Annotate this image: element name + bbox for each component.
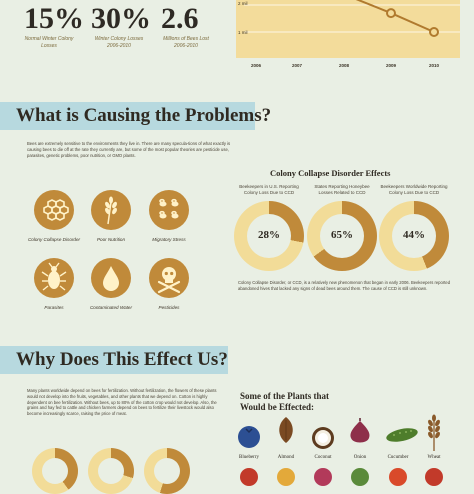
effect-label: Beekeepers Worldwide Reporting Colony Lo… [380, 184, 448, 195]
chart-xtick-label: 2008 [339, 63, 350, 68]
partial-fruit-icon [389, 468, 407, 486]
causes-paragraph: Bees are extremely sensitive to the envi… [27, 141, 231, 158]
section-title: Why Does This Effect Us? [16, 349, 228, 370]
ccd-note: Colony Collapse Disorder, or CCD, is a r… [238, 280, 451, 291]
donut-hole [154, 458, 180, 484]
partial-fruit-icon [277, 468, 295, 486]
cause-label: Poor Nutrition [96, 237, 126, 242]
effect-value: 28% [258, 229, 280, 241]
chart-xtick-label: 2009 [386, 63, 397, 68]
chart-xtick-label: 2006 [251, 63, 262, 68]
plant-label: Almond [277, 455, 295, 460]
chart-xtick-label: 2010 [429, 63, 440, 68]
chart-ytick-label: 2 mil [238, 1, 248, 6]
cause-label: Migratory Stress [152, 237, 186, 242]
section-banner: What is Causing the Problems? [0, 102, 272, 130]
bug-icon [34, 258, 74, 298]
effect-value: 65% [331, 229, 353, 241]
stat-label: Millions of Bees Lost 2006-2010 [163, 36, 209, 49]
wheat-icon [91, 190, 131, 230]
chart-xaxis-band [236, 58, 460, 72]
section-title: What is Causing the Problems? [16, 105, 272, 126]
stat-block-2: 30% Winter Colony Losses 2006-2010 [91, 4, 153, 50]
plant-label: Blueberry [239, 455, 259, 460]
stat-value: 15% [24, 2, 84, 35]
donut-hole [42, 458, 68, 484]
cause-label: Pesticides [158, 305, 180, 310]
plant-label: Cucumber [387, 455, 409, 460]
stat-value: 2.6 [161, 2, 199, 35]
stat-value: 30% [91, 2, 151, 35]
effect-label: States Reporting Honeybee Losses Related… [314, 184, 370, 195]
chart-point [386, 8, 396, 19]
wheat-icon [420, 412, 448, 457]
effect-donut-hole [320, 214, 364, 258]
chart-ytick-label: 1 mil [238, 30, 248, 35]
plant-label: Onion [353, 455, 367, 460]
bees-icon [149, 190, 189, 230]
blueberry-icon [235, 424, 263, 455]
cause-label: Colony Collapse Disorder [27, 237, 81, 242]
plant-label: Wheat [427, 455, 441, 460]
water-drop-icon [91, 258, 131, 298]
effect-donut-hole [392, 214, 436, 258]
section-banner: Why Does This Effect Us? [0, 346, 228, 374]
stat-block-1: 15% Normal Winter Colony Losses [24, 2, 84, 50]
partial-fruit-icon [314, 468, 332, 486]
almond-icon [272, 416, 300, 449]
partial-fruit-icon [425, 468, 443, 486]
coconut-icon [309, 424, 337, 455]
chart-series-line [355, 0, 435, 33]
plant-label: Coconut [314, 455, 332, 460]
chart-xtick-label: 2007 [292, 63, 303, 68]
stat-label: Winter Colony Losses 2006-2010 [94, 36, 144, 49]
effect-label: Beekeepers in U.S. Reporting Colony Loss… [239, 184, 299, 195]
stat-label: Normal Winter Colony Losses [24, 36, 74, 49]
bee-loss-line-chart: 2 mil 1 mil 2006 2007 2008 2009 2010 [236, 0, 460, 72]
partial-fruit-icon [351, 468, 369, 486]
chart-point [429, 27, 439, 37]
donut-hole [98, 458, 124, 484]
partial-fruit-icon [240, 468, 258, 486]
effect-paragraph: Many plants worldwide depend on bees for… [27, 388, 217, 417]
ccd-title: Colony Collapse Disorder Effects [270, 168, 391, 178]
cause-label: Parasites [44, 305, 64, 310]
effect-donut-hole [247, 214, 291, 258]
cause-label: Contaminated Water [89, 305, 133, 310]
skull-crossbones-icon [149, 258, 189, 298]
effect-value: 44% [403, 229, 425, 241]
onion-icon [346, 418, 374, 451]
plants-title: Some of the Plants that Would be Effecte… [240, 391, 329, 412]
honeycomb-icon [34, 190, 74, 230]
stat-block-3: 2.6 Millions of Bees Lost 2006-2010 [161, 4, 215, 50]
chart-plot-bg [236, 0, 460, 58]
cucumber-icon [384, 426, 418, 449]
